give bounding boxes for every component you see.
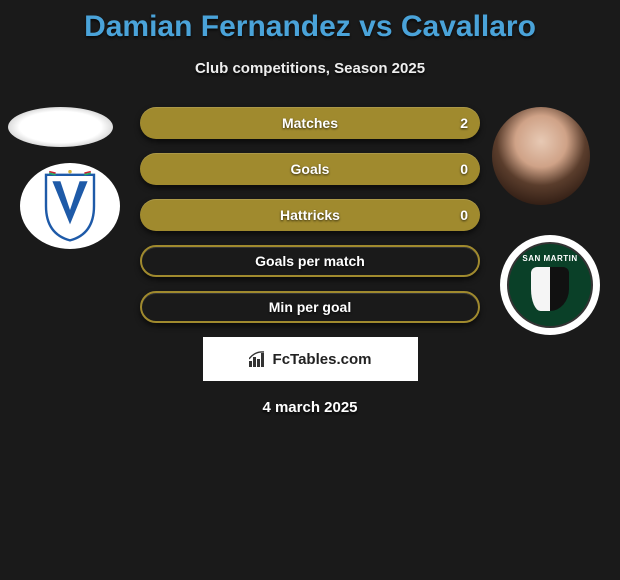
- velez-shield-icon: [34, 170, 106, 242]
- stats-block: Matches 2 Goals 0 Hattricks 0 Goals per …: [140, 107, 480, 323]
- comparison-card: Damian Fernandez vs Cavallaro Club compe…: [0, 0, 620, 416]
- player2-club-badge: SAN MARTIN: [500, 235, 600, 335]
- brand-text: FcTables.com: [273, 351, 372, 368]
- stat-right-value: 0: [460, 207, 468, 223]
- stat-label: Goals: [291, 161, 330, 177]
- stat-row-matches: Matches 2: [140, 107, 480, 139]
- brand-box[interactable]: FcTables.com: [203, 337, 418, 381]
- date-text: 4 march 2025: [0, 399, 620, 416]
- player2-name: Cavallaro: [401, 10, 536, 43]
- san-martin-shield-icon: [531, 267, 569, 311]
- subtitle: Club competitions, Season 2025: [0, 60, 620, 77]
- stat-row-gpm: Goals per match: [140, 245, 480, 277]
- bar-chart-icon: [249, 351, 267, 367]
- player2-avatar: [492, 107, 590, 205]
- player1-name: Damian Fernandez: [84, 10, 351, 43]
- stat-right-value: 0: [460, 161, 468, 177]
- stat-label: Min per goal: [269, 299, 351, 315]
- player1-club-badge: [20, 163, 120, 249]
- vs-text: vs: [359, 10, 392, 43]
- player2-club-text: SAN MARTIN: [522, 254, 577, 263]
- page-title: Damian Fernandez vs Cavallaro: [0, 0, 620, 44]
- stat-row-goals: Goals 0: [140, 153, 480, 185]
- stat-row-hattricks: Hattricks 0: [140, 199, 480, 231]
- body-area: SAN MARTIN Matches 2 Goals 0 Hattricks 0: [0, 107, 620, 416]
- player1-avatar-placeholder: [8, 107, 113, 147]
- san-martin-badge-inner: SAN MARTIN: [507, 242, 593, 328]
- stat-row-mpg: Min per goal: [140, 291, 480, 323]
- stat-right-value: 2: [460, 115, 468, 131]
- stat-label: Goals per match: [255, 253, 365, 269]
- stat-label: Matches: [282, 115, 338, 131]
- stat-label: Hattricks: [280, 207, 340, 223]
